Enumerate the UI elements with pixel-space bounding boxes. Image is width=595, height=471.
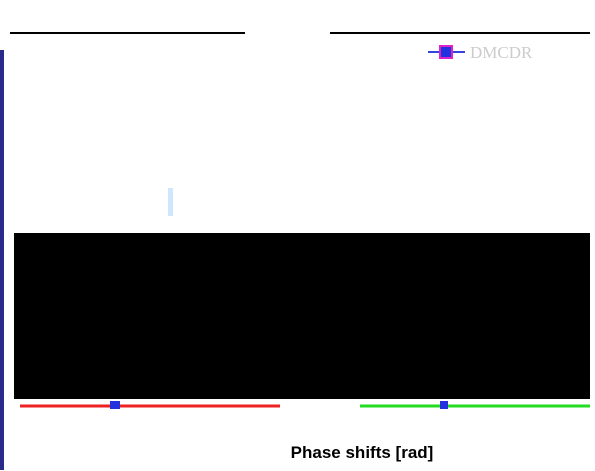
legend-label: DMCDR	[470, 43, 533, 62]
plot-area	[14, 233, 590, 399]
screenshot: DMCDR Phase shifts [rad]	[0, 0, 595, 471]
artifact	[168, 188, 173, 216]
page: DMCDR Phase shifts [rad] (() => { const …	[0, 0, 595, 471]
left-edge	[0, 50, 4, 470]
x-axis-label: Phase shifts [rad]	[291, 443, 434, 462]
marker	[440, 401, 448, 409]
marker	[110, 401, 120, 409]
legend-marker	[440, 46, 452, 58]
